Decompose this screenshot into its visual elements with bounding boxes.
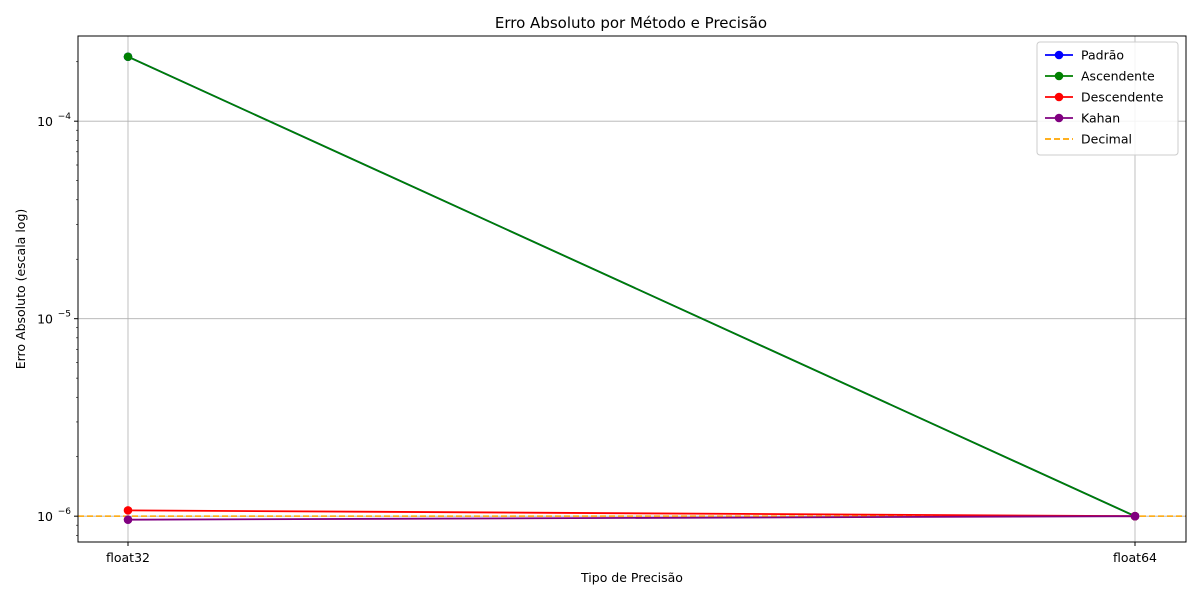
x-axis-label: Tipo de Precisão (580, 570, 683, 585)
legend-label: Kahan (1081, 111, 1120, 126)
data-point (1130, 511, 1140, 521)
data-point (123, 506, 133, 515)
legend-label: Descendente (1081, 90, 1164, 105)
legend-box (1036, 41, 1179, 156)
data-point (123, 515, 133, 524)
plot-area-frame (77, 35, 1187, 543)
legend-swatch-marker (1054, 50, 1064, 60)
data-point (123, 52, 133, 62)
grid (78, 36, 1186, 542)
x-tick-label: float64 (1113, 550, 1157, 565)
legend-label: Padrão (1081, 48, 1124, 63)
series-line-1 (127, 55, 1136, 517)
series-line-2 (127, 509, 1136, 518)
y-tick-label: 10 (37, 114, 53, 129)
legend-swatch-marker (1054, 92, 1064, 102)
legend-swatch-marker (1054, 113, 1064, 123)
legend-swatch-marker (1054, 71, 1064, 81)
y-tick-exponent: −5 (58, 310, 71, 320)
y-tick-base: 10 (37, 114, 53, 129)
y-tick-base: 10 (37, 509, 53, 524)
legend-label: Ascendente (1081, 69, 1155, 84)
y-tick-exponent: −6 (58, 507, 72, 517)
chart-title: Erro Absoluto por Método e Precisão (495, 14, 767, 32)
y-tick-label: 10 (37, 509, 53, 524)
y-tick-label: 10 (37, 312, 53, 327)
y-tick-base: 10 (37, 312, 53, 327)
x-tick-label: float32 (106, 550, 150, 565)
series-line-3 (127, 515, 1136, 521)
y-tick-exponent: −4 (58, 112, 72, 122)
axis-ticks: float32 float64 10 −6 10 −5 10 −4 (37, 61, 1157, 565)
series-layer (123, 52, 1140, 524)
legend-label: Decimal (1081, 132, 1132, 147)
y-axis-label: Erro Absoluto (escala log) (13, 209, 28, 370)
legend: Padrão Ascendente Descendente Kahan Decimal (1036, 41, 1179, 156)
